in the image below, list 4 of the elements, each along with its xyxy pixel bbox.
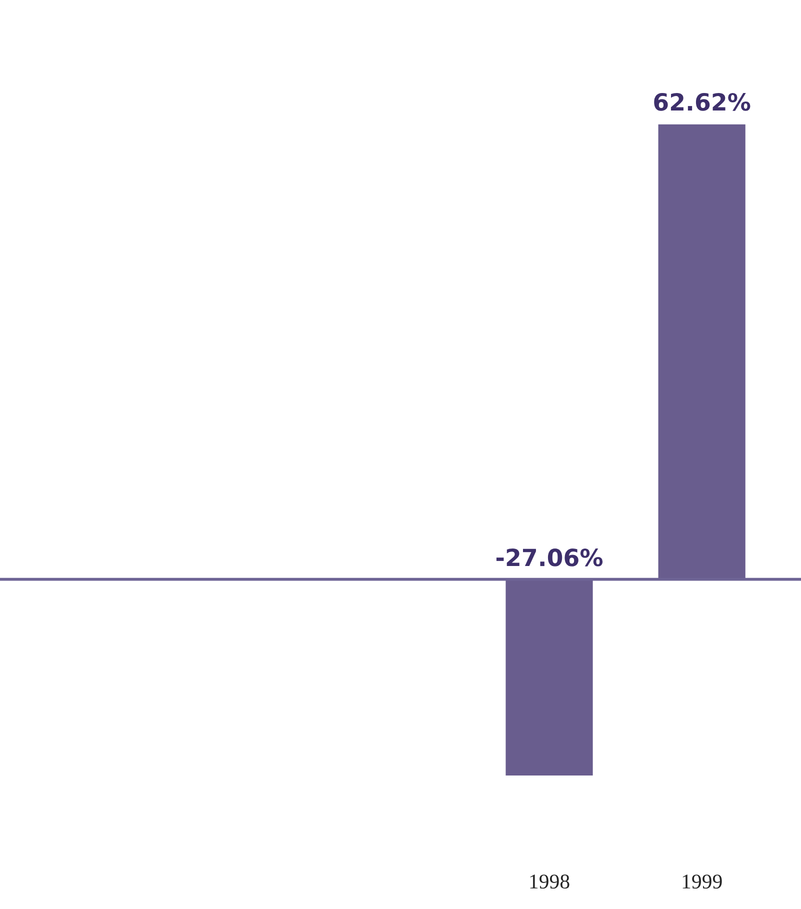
x-tick-label: 1998 xyxy=(530,874,570,889)
data-label: -27.06% xyxy=(496,548,603,566)
data-label: 62.62% xyxy=(654,92,750,111)
x-tick-label: 1999 xyxy=(682,874,722,889)
